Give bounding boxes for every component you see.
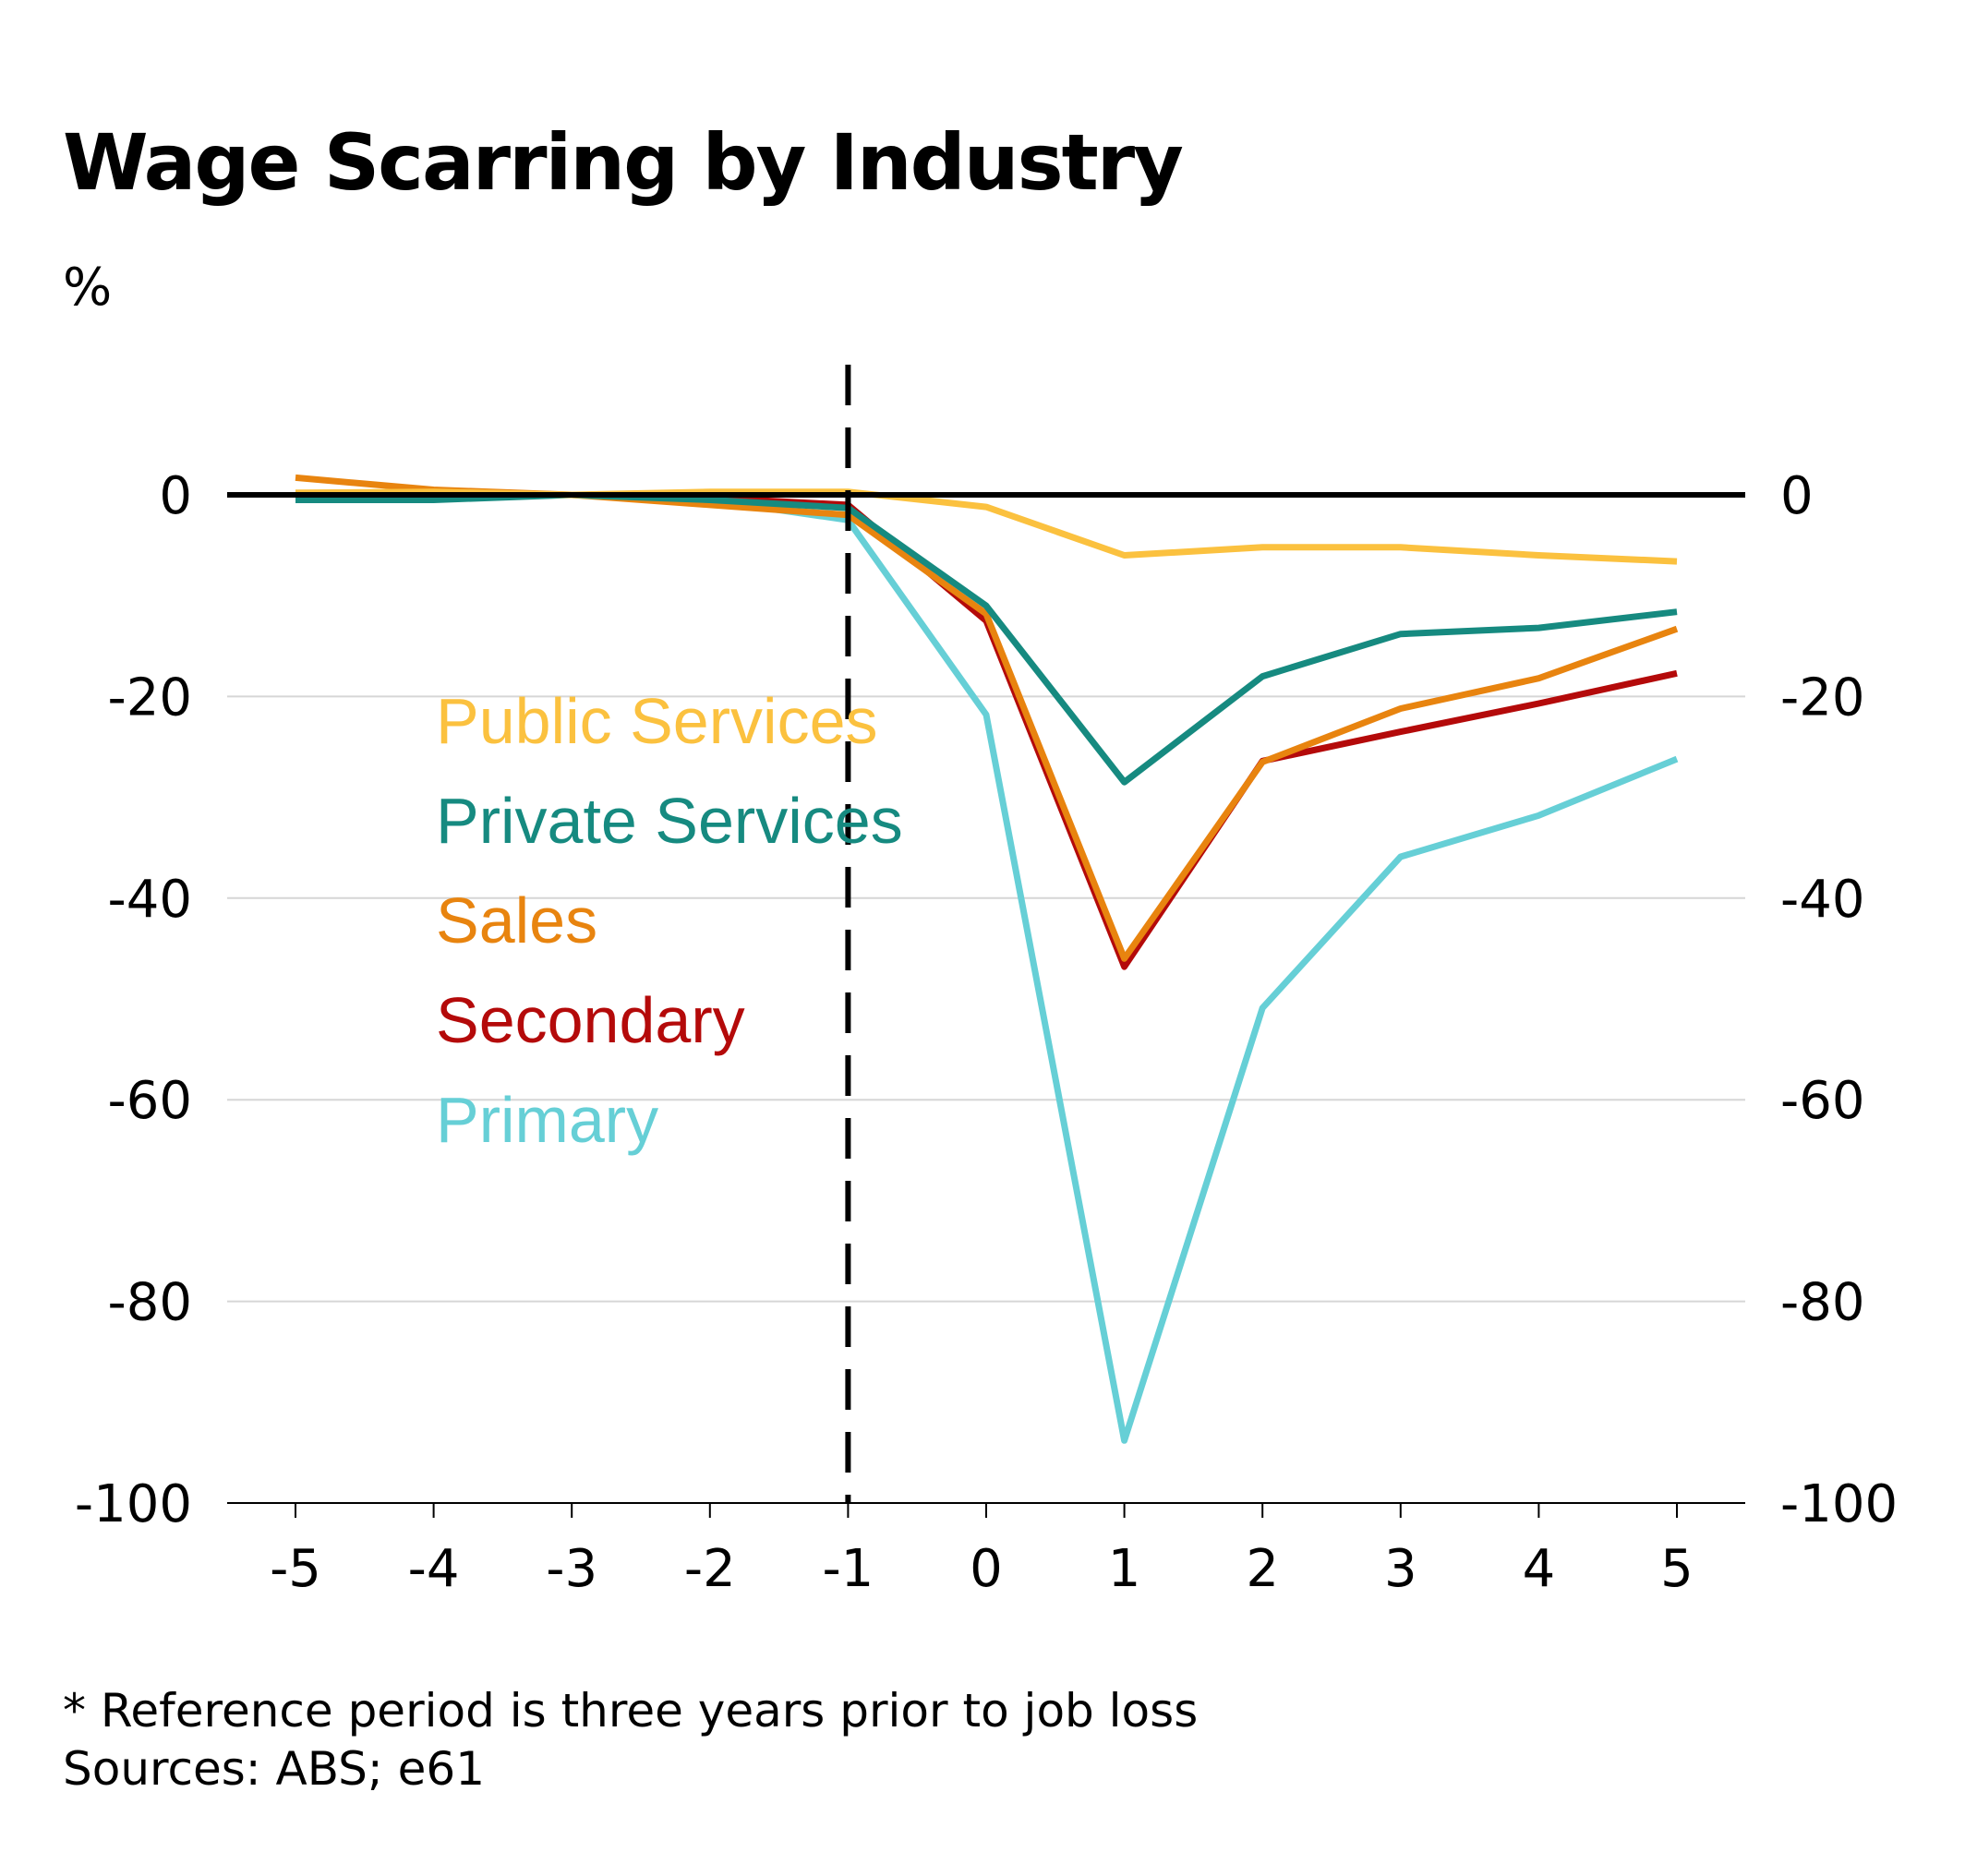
legend-item-secondary: Secondary xyxy=(436,984,745,1056)
y-axis-unit: % xyxy=(63,258,112,318)
y-tick-label-left: -60 xyxy=(108,1071,192,1131)
x-tick-label: -5 xyxy=(270,1539,321,1599)
y-tick-label-right: -80 xyxy=(1780,1273,1864,1333)
y-tick-label-left: -100 xyxy=(75,1474,192,1534)
x-tick-label: 4 xyxy=(1523,1539,1556,1599)
legend-item-sales: Sales xyxy=(436,884,597,956)
footnote-reference: * Reference period is three years prior … xyxy=(63,1684,1198,1738)
legend-item-primary: Primary xyxy=(436,1084,658,1156)
y-tick-label-left: 0 xyxy=(159,466,192,526)
y-tick-label-right: -20 xyxy=(1780,667,1864,728)
chart-title: Wage Scarring by Industry xyxy=(63,117,1183,208)
x-tick-label: -3 xyxy=(546,1539,597,1599)
tick-labels: 0 0-20 -20-40 -40-60 -60-80 -80-100 -100-5 -4 -3… xyxy=(75,466,1898,1599)
y-tick-label-left: -80 xyxy=(108,1273,192,1333)
gridlines xyxy=(227,695,1745,1303)
x-tick-label: 5 xyxy=(1660,1539,1694,1599)
y-tick-label-left: -20 xyxy=(108,667,192,728)
x-tick-label: 0 xyxy=(970,1539,1003,1599)
reference-line-layer xyxy=(227,365,1745,1503)
footnote-sources: Sources: ABS; e61 xyxy=(63,1742,485,1796)
legend: Public Services Private Services Sales Seco… xyxy=(436,685,903,1156)
y-tick-label-right: 0 xyxy=(1780,466,1814,526)
y-tick-label-right: -40 xyxy=(1780,870,1864,930)
legend-item-public-services: Public Services xyxy=(436,685,878,757)
y-tick-label-left: -40 xyxy=(108,870,192,930)
legend-item-private-services: Private Services xyxy=(436,785,903,857)
axes xyxy=(227,1502,1745,1518)
x-tick-label: 3 xyxy=(1384,1539,1417,1599)
y-tick-label-right: -60 xyxy=(1780,1071,1864,1131)
x-tick-label: 1 xyxy=(1108,1539,1141,1599)
x-tick-label: -4 xyxy=(408,1539,460,1599)
x-tick-label: 2 xyxy=(1246,1539,1279,1599)
y-tick-label-right: -100 xyxy=(1780,1474,1898,1534)
x-tick-label: -2 xyxy=(684,1539,736,1599)
x-tick-label: -1 xyxy=(822,1539,874,1599)
